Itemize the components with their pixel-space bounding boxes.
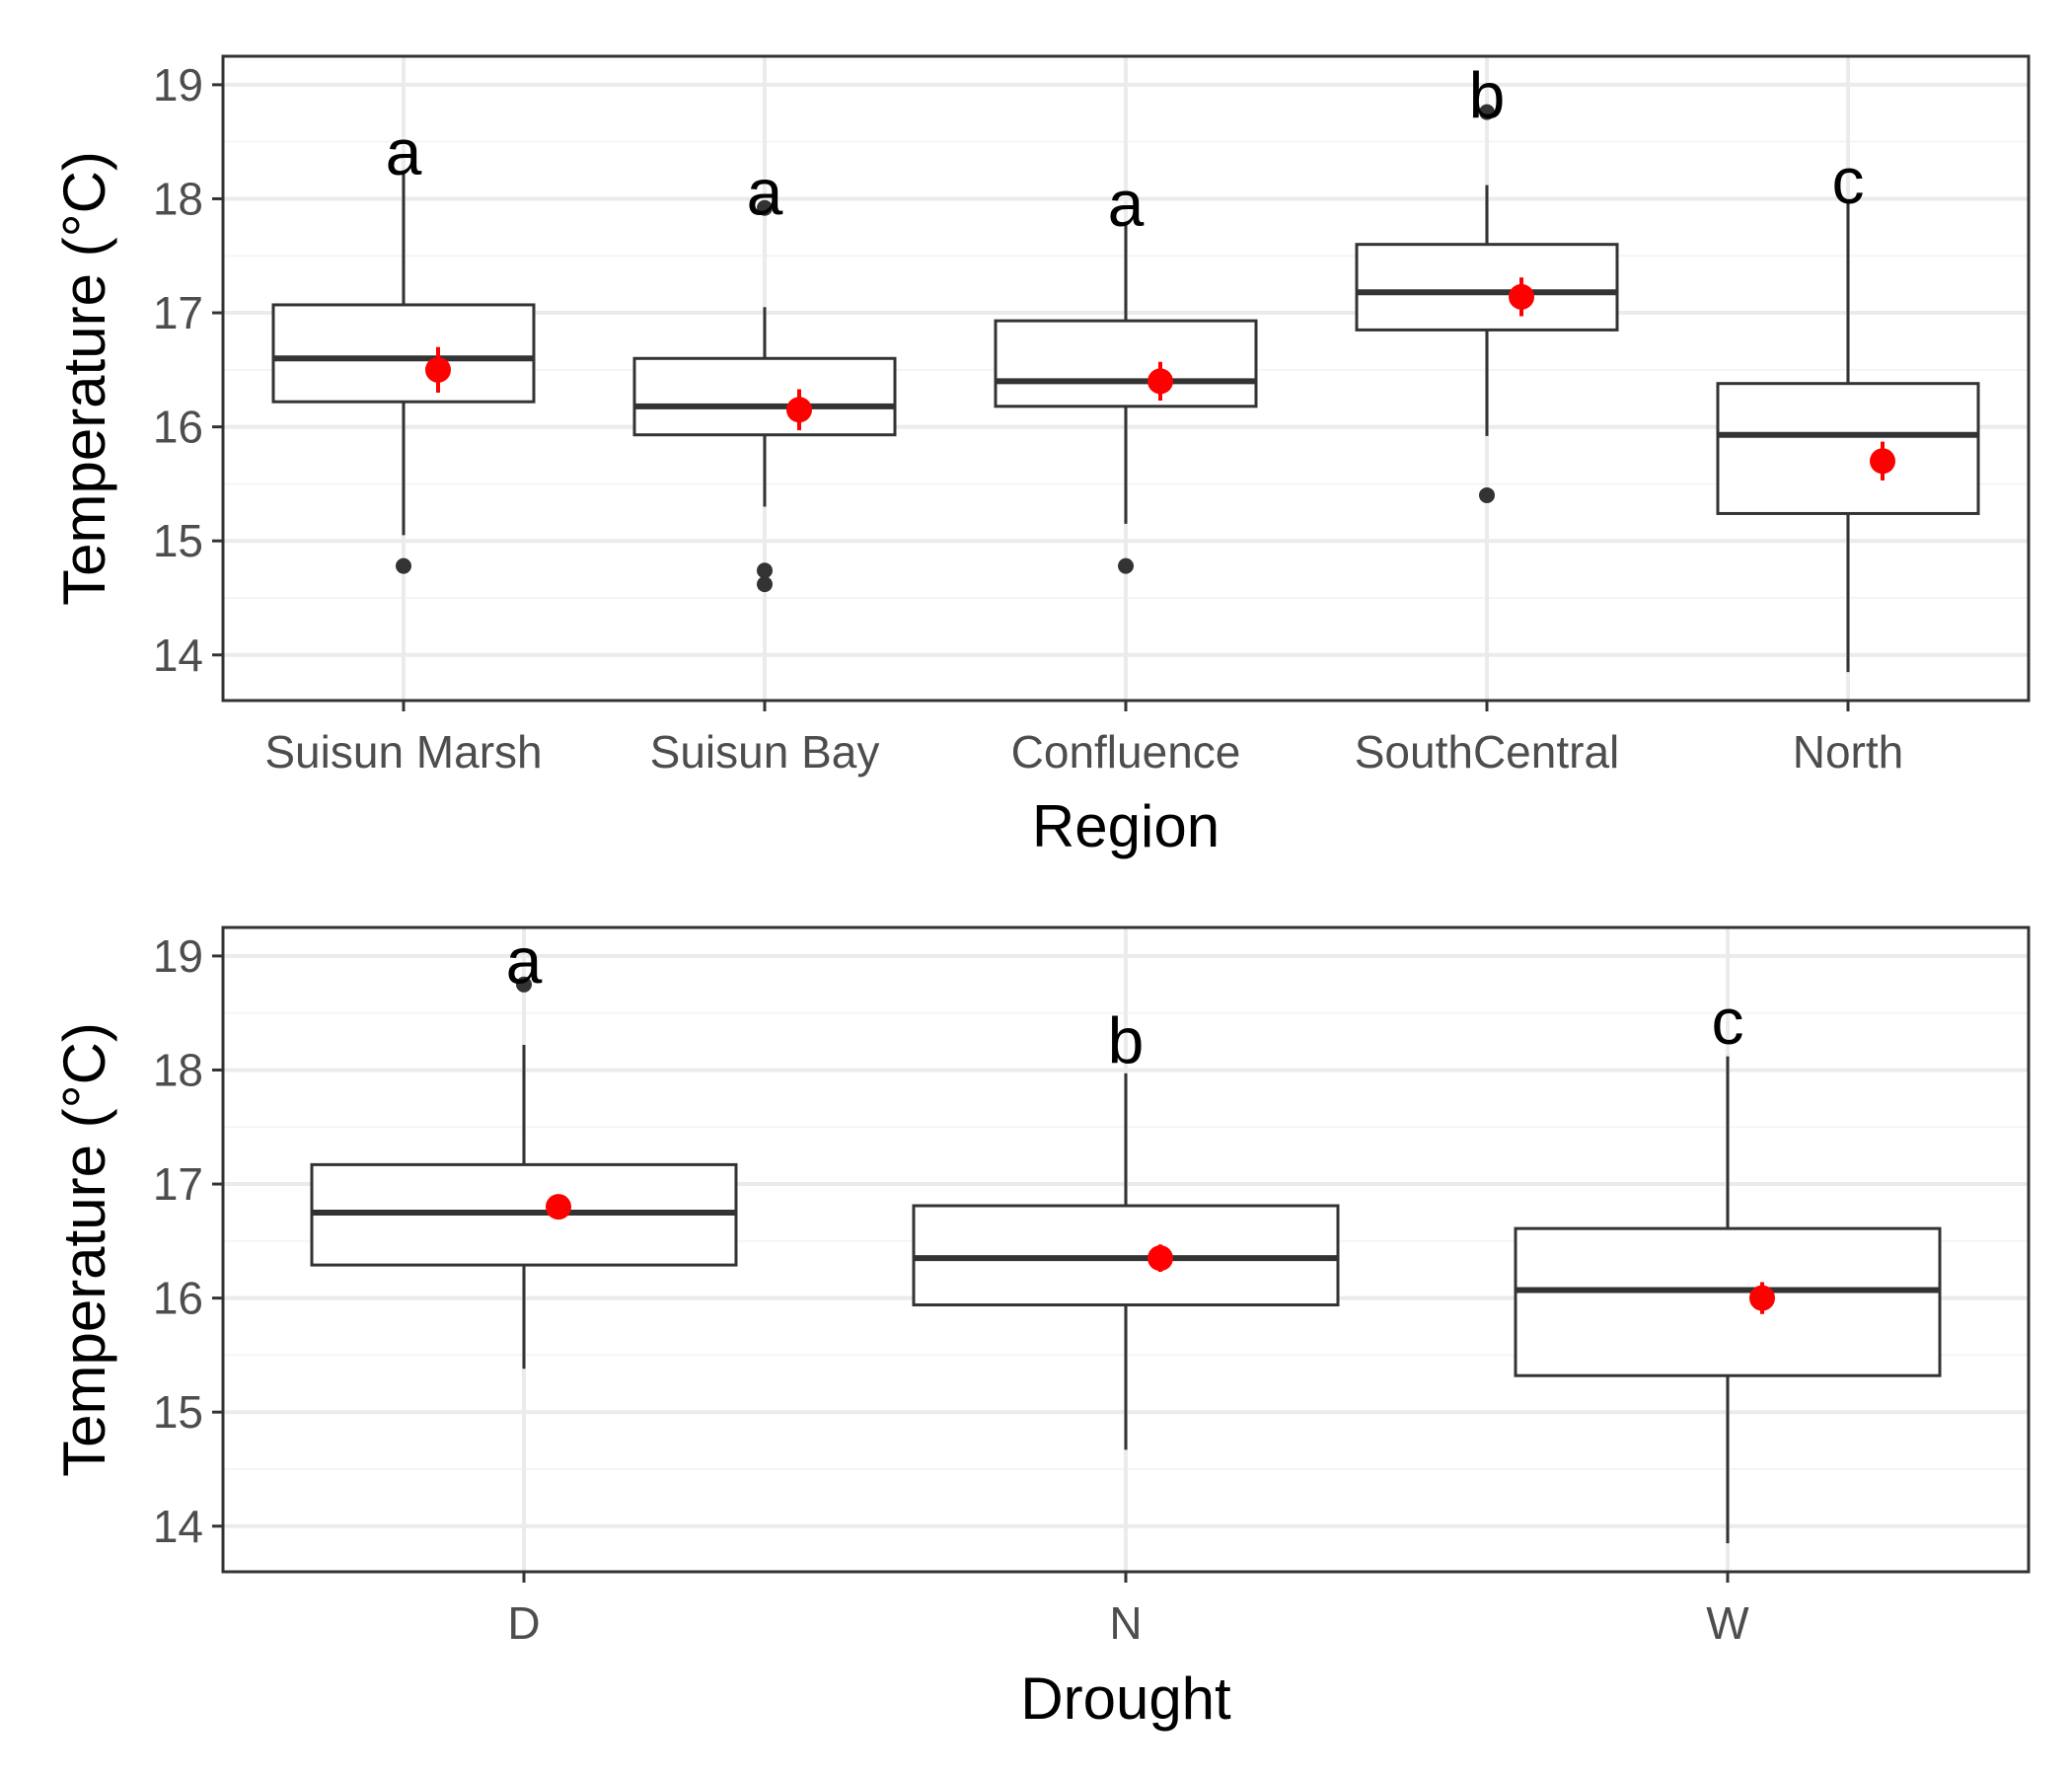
box-0: a [271, 115, 536, 574]
y-tick-label: 16 [153, 1273, 203, 1324]
iqr-box [632, 356, 897, 437]
iqr-box [1716, 382, 1980, 515]
x-tick-label: D [507, 1597, 540, 1649]
x-tick-label: W [1706, 1597, 1749, 1649]
y-tick-label: 17 [153, 1158, 203, 1210]
mean-point [1749, 1285, 1775, 1311]
box-4: c [1716, 144, 1980, 673]
region-x-axis-title: Region [1032, 793, 1220, 859]
significance-letter: a [386, 115, 422, 188]
mean-point [1147, 1245, 1173, 1272]
outlier-point [396, 557, 411, 574]
outlier-point [1118, 557, 1134, 574]
outlier-point [757, 199, 773, 216]
box-3: b [1355, 58, 1619, 503]
drought-y-axis-title: Temperature (°C) [51, 1022, 117, 1477]
y-tick-label: 15 [153, 515, 203, 566]
outlier-point [757, 576, 773, 593]
significance-letter: a [506, 925, 543, 998]
y-tick-label: 18 [153, 173, 203, 224]
iqr-box [994, 319, 1258, 408]
drought-boxes: a b c [310, 925, 1942, 1544]
outlier-point [516, 976, 532, 993]
y-tick-label: 19 [153, 59, 203, 111]
iqr-box [1355, 243, 1619, 332]
y-tick-label: 14 [153, 1501, 203, 1552]
y-tick-label: 16 [153, 402, 203, 453]
box-0: a [310, 925, 738, 1369]
drought-x-axis-title: Drought [1020, 1665, 1231, 1732]
y-tick-label: 19 [153, 930, 203, 982]
y-tick-label: 17 [153, 287, 203, 338]
significance-letter: a [747, 156, 783, 229]
box-2: c [1514, 985, 1942, 1544]
drought-y-ticks: 14 15 16 17 18 19 [153, 930, 223, 1552]
x-tick-label: Suisun Bay [650, 726, 880, 777]
significance-letter: b [1469, 58, 1506, 131]
mean-point [1147, 368, 1173, 395]
significance-letter: a [1108, 167, 1145, 240]
x-tick-label: North [1793, 726, 1903, 777]
y-tick-label: 15 [153, 1386, 203, 1438]
x-tick-label: SouthCentral [1355, 726, 1620, 777]
mean-point [1509, 283, 1534, 310]
mean-point [786, 397, 812, 423]
iqr-box [1514, 1226, 1942, 1377]
box-1: b [912, 1004, 1340, 1450]
mean-point [1870, 448, 1895, 475]
significance-letter: b [1108, 1004, 1145, 1077]
x-tick-label: N [1109, 1597, 1142, 1649]
significance-letter: c [1712, 985, 1744, 1058]
region-y-ticks: 14 15 16 17 18 19 [153, 59, 223, 681]
x-tick-label: Confluence [1011, 726, 1241, 777]
region-boxes: a a a b c [271, 58, 1980, 673]
region-x-ticks: Suisun Marsh Suisun Bay Confluence SouthCen… [264, 701, 1903, 777]
region-panel: a a a b c 14 15 16 17 18 19 Suisun Marsh Suisun Ba… [51, 54, 2031, 859]
iqr-box [271, 303, 536, 404]
box-2: a [994, 167, 1258, 574]
x-tick-label: Suisun Marsh [264, 726, 542, 777]
outlier-point [1479, 104, 1495, 120]
mean-point [546, 1194, 571, 1221]
significance-letter: c [1832, 144, 1865, 217]
box-1: a [632, 156, 897, 593]
outlier-point [1479, 486, 1495, 503]
drought-panel: a b c 14 15 16 17 18 19 D N W Drought Temperature… [51, 925, 2031, 1732]
y-tick-label: 14 [153, 629, 203, 681]
outlier-point [757, 562, 773, 579]
y-tick-label: 18 [153, 1044, 203, 1095]
mean-point [425, 356, 451, 383]
region-y-axis-title: Temperature (°C) [51, 151, 117, 606]
